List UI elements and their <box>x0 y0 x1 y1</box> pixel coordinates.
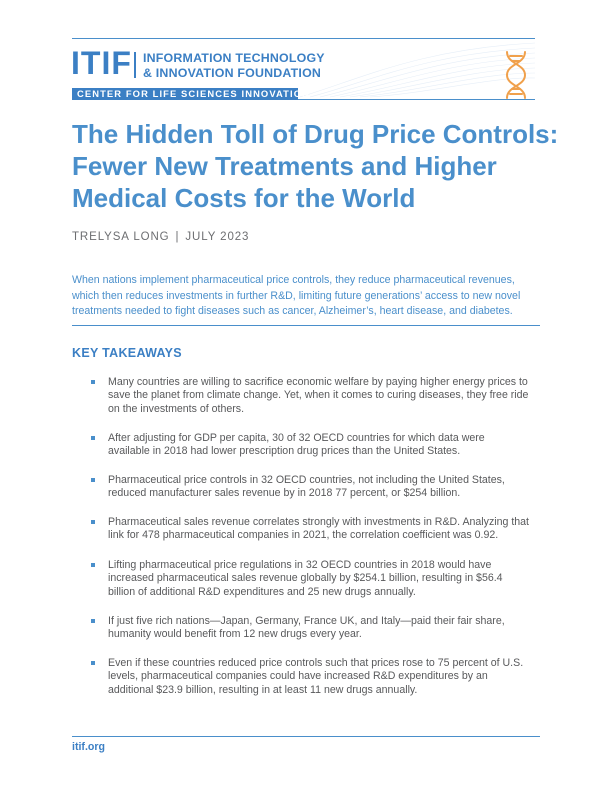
footer-website-link[interactable]: itif.org <box>72 741 105 753</box>
takeaway-line: increased pharmaceutical sales revenue g… <box>108 572 503 585</box>
takeaway-text: Lifting pharmaceutical price regulations… <box>108 559 548 599</box>
takeaway-line: levels, pharmaceutical companies could h… <box>108 670 488 683</box>
takeaway-line: available in 2018 had lower prescription… <box>108 445 461 458</box>
bullet-icon <box>91 478 95 482</box>
report-title-line3: Medical Costs for the World <box>72 183 416 213</box>
logo-divider <box>134 52 136 78</box>
takeaway-text: If just five rich nations—Japan, Germany… <box>108 615 548 642</box>
abstract-divider <box>72 325 540 326</box>
organization-name-line1: INFORMATION TECHNOLOGY <box>143 51 325 65</box>
takeaway-line: additional $23.9 billion, resulting in a… <box>108 683 418 696</box>
takeaway-line: After adjusting for GDP per capita, 30 o… <box>108 432 485 444</box>
takeaway-text: After adjusting for GDP per capita, 30 o… <box>108 432 548 459</box>
abstract-line2: which then reduces investments in furthe… <box>72 289 521 302</box>
bullet-icon <box>91 563 95 567</box>
takeaway-line: Even if these countries reduced price co… <box>108 657 524 669</box>
itif-logo[interactable]: ITIF <box>71 45 132 81</box>
takeaway-text: Many countries are willing to sacrifice … <box>108 376 548 416</box>
byline-separator: | <box>175 231 180 243</box>
takeaway-line: on the investments of others. <box>108 402 245 415</box>
bullet-icon <box>91 661 95 665</box>
header-bottom-rule <box>298 99 535 100</box>
author-name: TRELYSA LONG <box>72 231 170 243</box>
takeaway-line: link for 478 pharmaceutical companies in… <box>108 529 499 542</box>
takeaway-text: Pharmaceutical price controls in 32 OECD… <box>108 474 548 501</box>
takeaway-text: Pharmaceutical sales revenue correlates … <box>108 516 548 543</box>
takeaway-line: humanity would benefit from 12 new drugs… <box>108 628 362 641</box>
report-title: The Hidden Toll of Drug Price Controls: … <box>72 118 559 214</box>
takeaway-line: Lifting pharmaceutical price regulations… <box>108 559 492 571</box>
takeaway-line: Pharmaceutical sales revenue correlates … <box>108 516 530 528</box>
abstract-line1: When nations implement pharmaceutical pr… <box>72 274 515 286</box>
organization-name-line2: & INNOVATION FOUNDATION <box>143 65 322 80</box>
takeaway-line: save the planet from climate change. Yet… <box>108 389 529 402</box>
bullet-icon <box>91 619 95 623</box>
bullet-icon <box>91 436 95 440</box>
byline: TRELYSA LONG | JULY 2023 <box>72 231 249 243</box>
bullet-icon <box>91 380 95 384</box>
takeaway-text: Even if these countries reduced price co… <box>108 657 548 697</box>
abstract: When nations implement pharmaceutical pr… <box>72 273 542 320</box>
header-wave-pattern <box>300 42 535 98</box>
report-title-line1: The Hidden Toll of Drug Price Controls: <box>72 119 559 149</box>
dna-icon <box>505 51 527 99</box>
header-top-rule <box>72 38 535 39</box>
bullet-icon <box>91 520 95 524</box>
takeaway-line: If just five rich nations—Japan, Germany… <box>108 615 505 627</box>
center-name-banner: CENTER FOR LIFE SCIENCES INNOVATION <box>72 88 309 100</box>
takeaway-line: Many countries are willing to sacrifice … <box>108 376 528 388</box>
takeaway-line: billion of additional R&D expenditures a… <box>108 585 416 598</box>
takeaway-line: Pharmaceutical price controls in 32 OECD… <box>108 474 505 486</box>
report-title-line2: Fewer New Treatments and Higher <box>72 151 497 181</box>
takeaway-line: reduced manufacturer sales revenue by in… <box>108 487 461 500</box>
publication-date: JULY 2023 <box>185 231 250 243</box>
footer-rule <box>72 736 540 737</box>
key-takeaways-heading: KEY TAKEAWAYS <box>72 346 182 360</box>
abstract-line3: treatments needed to fight diseases such… <box>72 305 513 317</box>
organization-name: INFORMATION TECHNOLOGY & INNOVATION FOUN… <box>143 51 325 80</box>
